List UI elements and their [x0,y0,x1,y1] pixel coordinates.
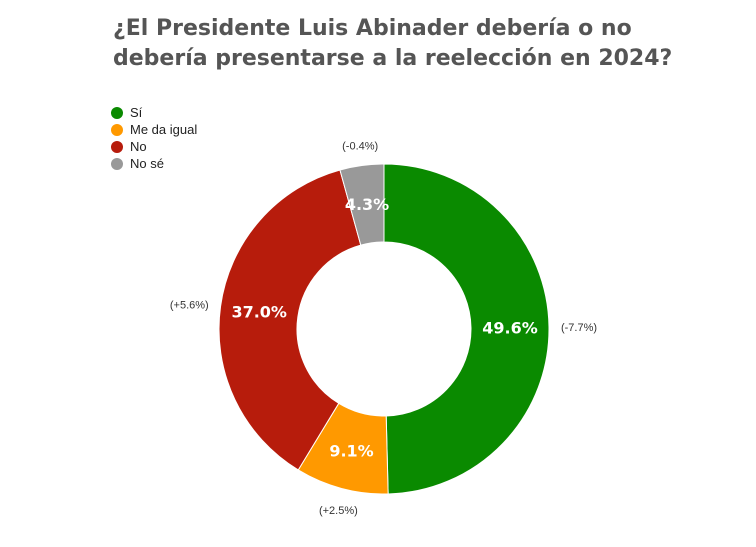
legend-swatch-no-se [111,157,123,170]
legend-item-no-se[interactable]: No sé [111,155,197,172]
legend-swatch-no [111,140,123,153]
legend-label-no: No [130,139,147,154]
donut-slice-no[interactable] [218,169,362,471]
legend-label-no-se: No sé [130,156,164,171]
legend-swatch-si [111,106,123,119]
legend-swatch-me-da-igual [111,123,123,136]
legend-item-no[interactable]: No [111,138,197,155]
legend-item-me-da-igual[interactable]: Me da igual [111,121,197,138]
slice-change-label-no: (+5.6%) [170,300,209,312]
chart-title: ¿El Presidente Luis Abinader debería o n… [113,14,733,74]
chart-title-line-1: ¿El Presidente Luis Abinader debería o n… [113,16,632,41]
donut-slice-no-se[interactable] [339,163,385,246]
slice-value-label-no: 37.0% [231,303,287,322]
chart-title-line-2: debería presentarse a la reelección en 2… [113,46,673,71]
chart-legend: Sí Me da igual No No sé [111,104,197,172]
donut-slice-si[interactable] [383,163,550,495]
slice-change-label-si: (-7.7%) [561,322,597,334]
slice-change-label-me-da-igual: (+2.5%) [319,505,358,517]
slice-value-label-si: 49.6% [482,318,538,337]
legend-label-me-da-igual: Me da igual [130,122,198,137]
slice-change-label-no-se: (-0.4%) [342,141,378,153]
legend-item-si[interactable]: Sí [111,104,197,121]
slice-value-label-no-se: 4.3% [345,195,389,214]
slice-value-label-me-da-igual: 9.1% [329,442,373,461]
legend-label-si: Sí [130,105,143,120]
